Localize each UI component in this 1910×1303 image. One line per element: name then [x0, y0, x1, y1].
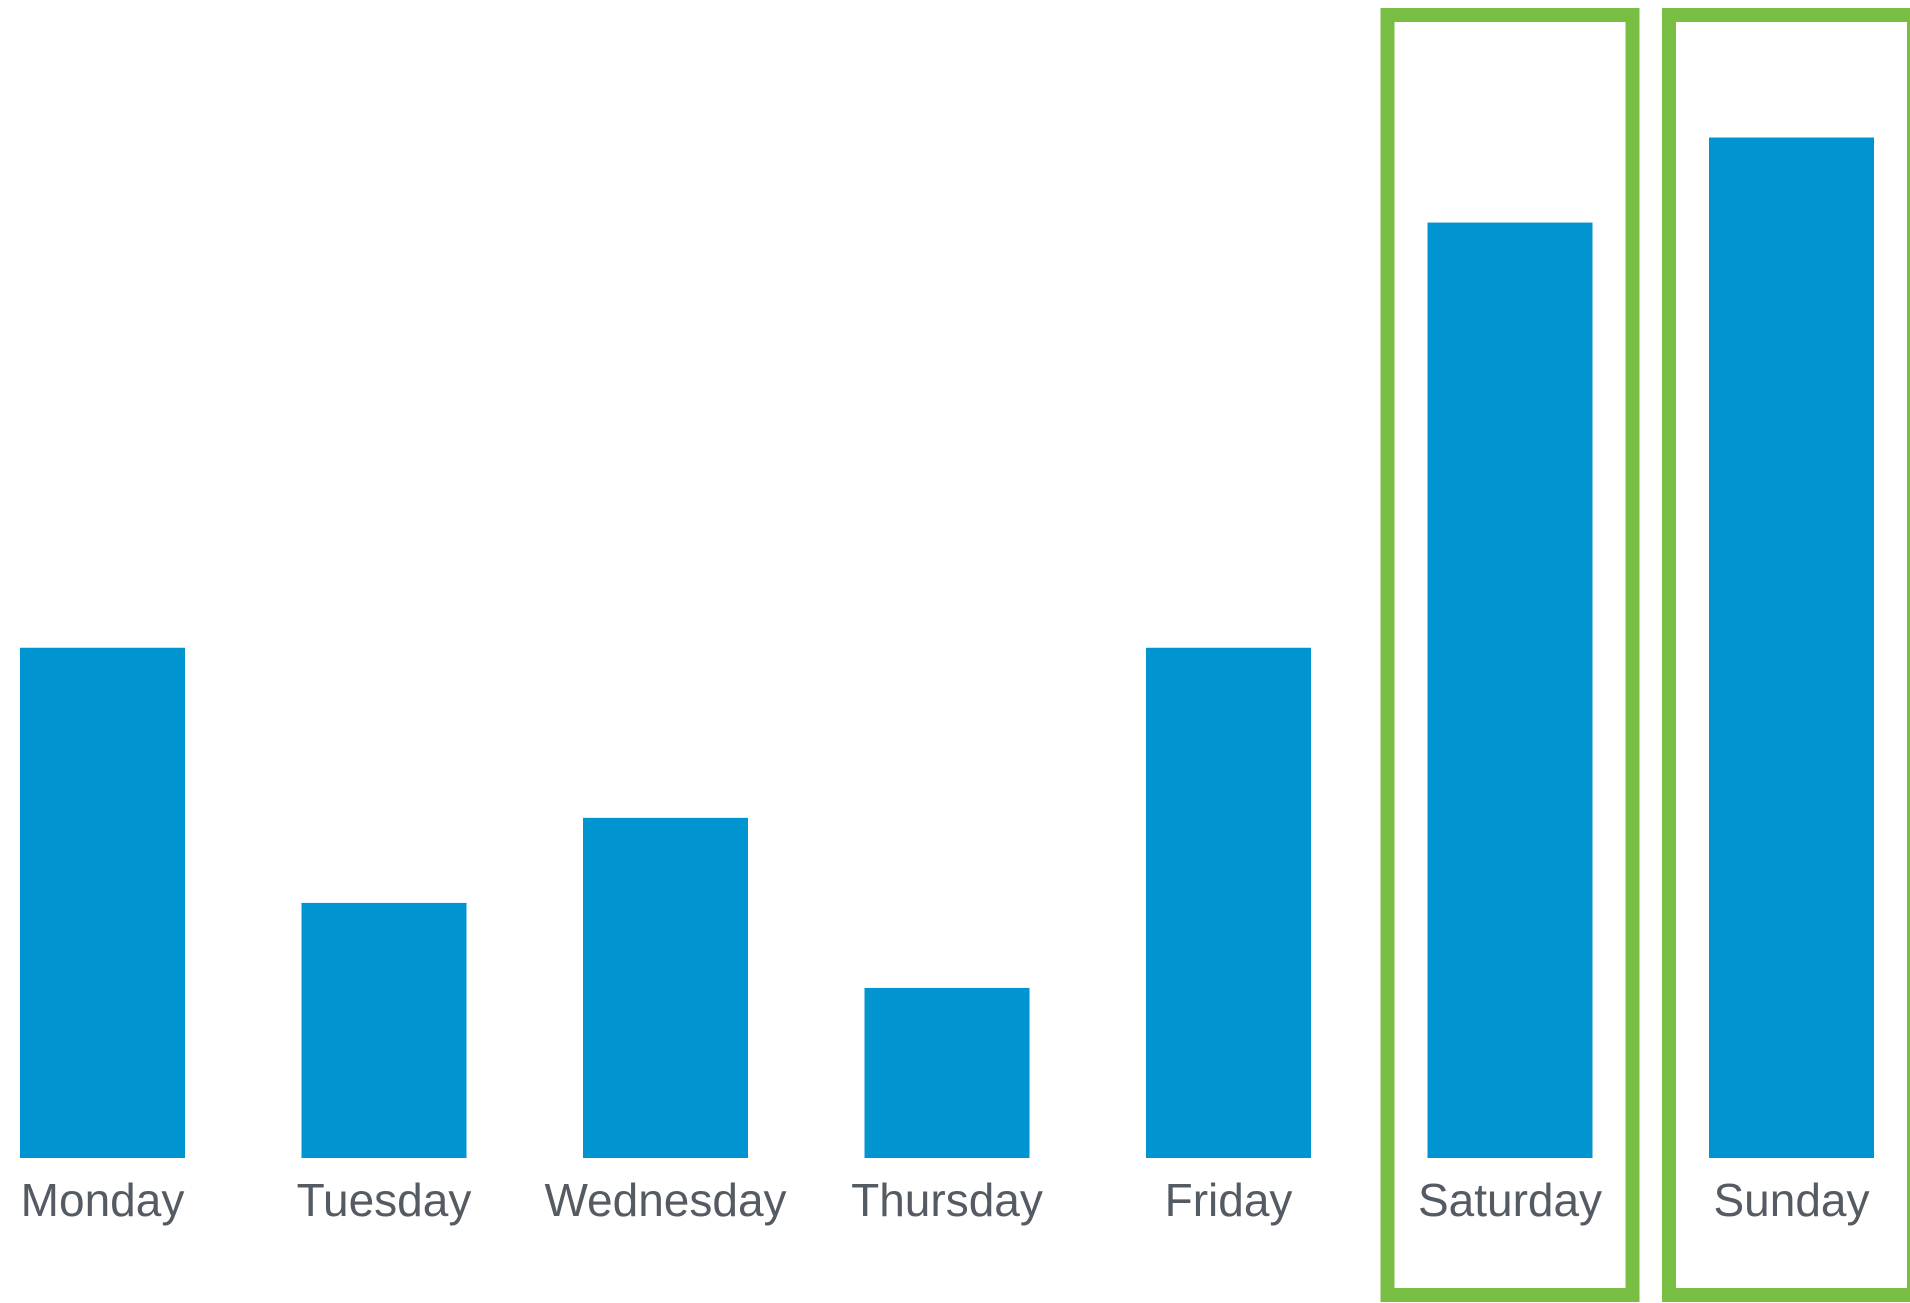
bar-thursday — [864, 987, 1030, 1158]
highlight-box-saturday — [1380, 8, 1640, 1302]
bar-saturday — [1427, 222, 1593, 1158]
category-label-tuesday: Tuesday — [297, 1174, 472, 1226]
bar-tuesday — [301, 902, 467, 1158]
bar-wednesday — [583, 817, 748, 1158]
bar-layer — [20, 137, 1874, 1158]
highlight-box-sunday — [1662, 8, 1910, 1302]
category-label-saturday: Saturday — [1418, 1174, 1602, 1226]
bar-friday — [1146, 647, 1311, 1158]
bar-sunday — [1709, 137, 1874, 1158]
category-label-thursday: Thursday — [851, 1174, 1043, 1226]
category-label-sunday: Sunday — [1713, 1174, 1869, 1226]
category-label-wednesday: Wednesday — [544, 1174, 786, 1226]
bar-monday — [20, 647, 185, 1158]
highlight-layer — [1380, 8, 1910, 1302]
label-layer: Monday Tuesday Wednesday Thursday Friday Satu… — [21, 1174, 1870, 1226]
category-label-friday: Friday — [1165, 1174, 1293, 1226]
category-label-monday: Monday — [21, 1174, 185, 1226]
